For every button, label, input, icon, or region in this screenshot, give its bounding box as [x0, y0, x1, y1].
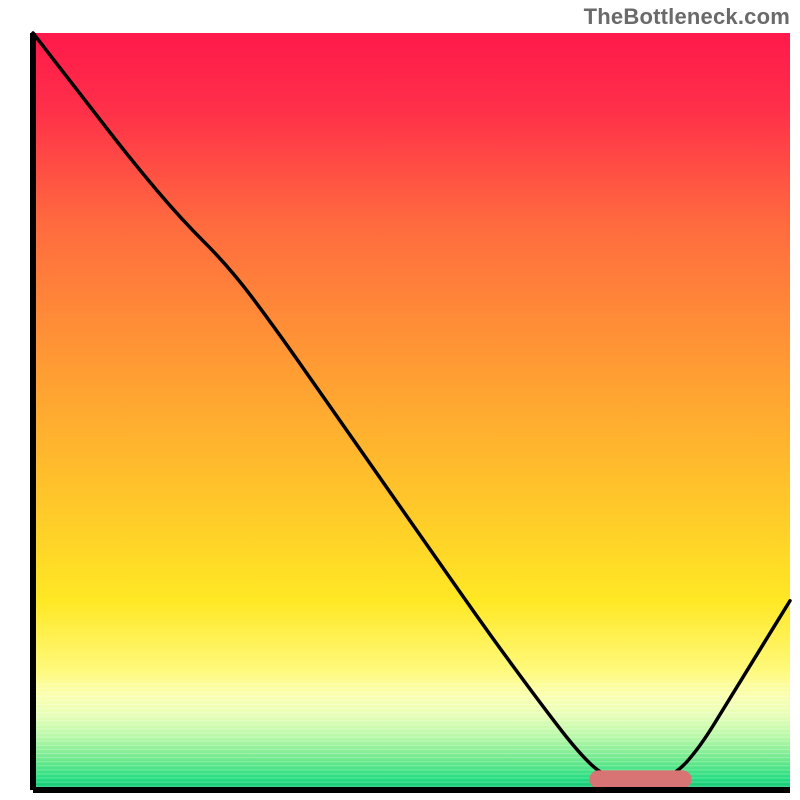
chart-background — [33, 33, 790, 790]
optimal-range-marker — [589, 770, 691, 788]
watermark-text: TheBottleneck.com — [584, 4, 790, 30]
bottleneck-chart — [0, 0, 800, 800]
